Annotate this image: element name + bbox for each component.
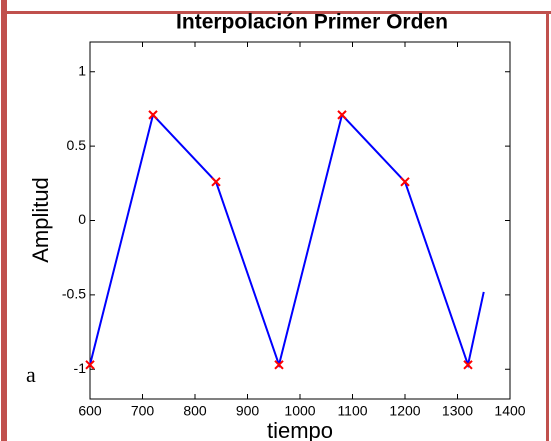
x-tick-label: 900 <box>236 403 260 419</box>
data-marker <box>148 110 158 120</box>
data-marker <box>400 177 410 187</box>
data-marker <box>85 360 95 370</box>
x-axis-label: tiempo <box>267 418 333 441</box>
chart-title: Interpolación Primer Orden <box>176 11 448 34</box>
x-tick-label: 1100 <box>337 403 367 419</box>
x-tick-label: 800 <box>183 403 207 419</box>
data-marker <box>274 360 284 370</box>
x-tick-label: 1300 <box>442 403 473 419</box>
y-tick-label: 1 <box>78 62 86 78</box>
x-tick-label: 700 <box>131 403 155 419</box>
top-border <box>7 11 551 14</box>
y-tick-label: -1 <box>74 360 87 376</box>
data-line <box>89 112 485 369</box>
y-tick-label: 0.5 <box>67 137 87 153</box>
right-border <box>546 11 549 441</box>
x-tick-label: 1000 <box>284 403 315 419</box>
document-fragment: a <box>26 362 36 387</box>
y-tick-label: -0.5 <box>62 286 86 302</box>
data-marker <box>211 177 221 187</box>
data-marker <box>463 360 473 370</box>
x-tick-label: 1400 <box>494 403 525 419</box>
y-tick-label: 0 <box>78 211 86 227</box>
left-border <box>1 0 7 441</box>
x-tick-label: 1200 <box>389 403 420 419</box>
data-marker <box>337 110 347 120</box>
y-axis-label: Amplitud <box>28 177 53 263</box>
axes-box <box>89 41 511 400</box>
x-tick-label: 600 <box>78 403 102 419</box>
